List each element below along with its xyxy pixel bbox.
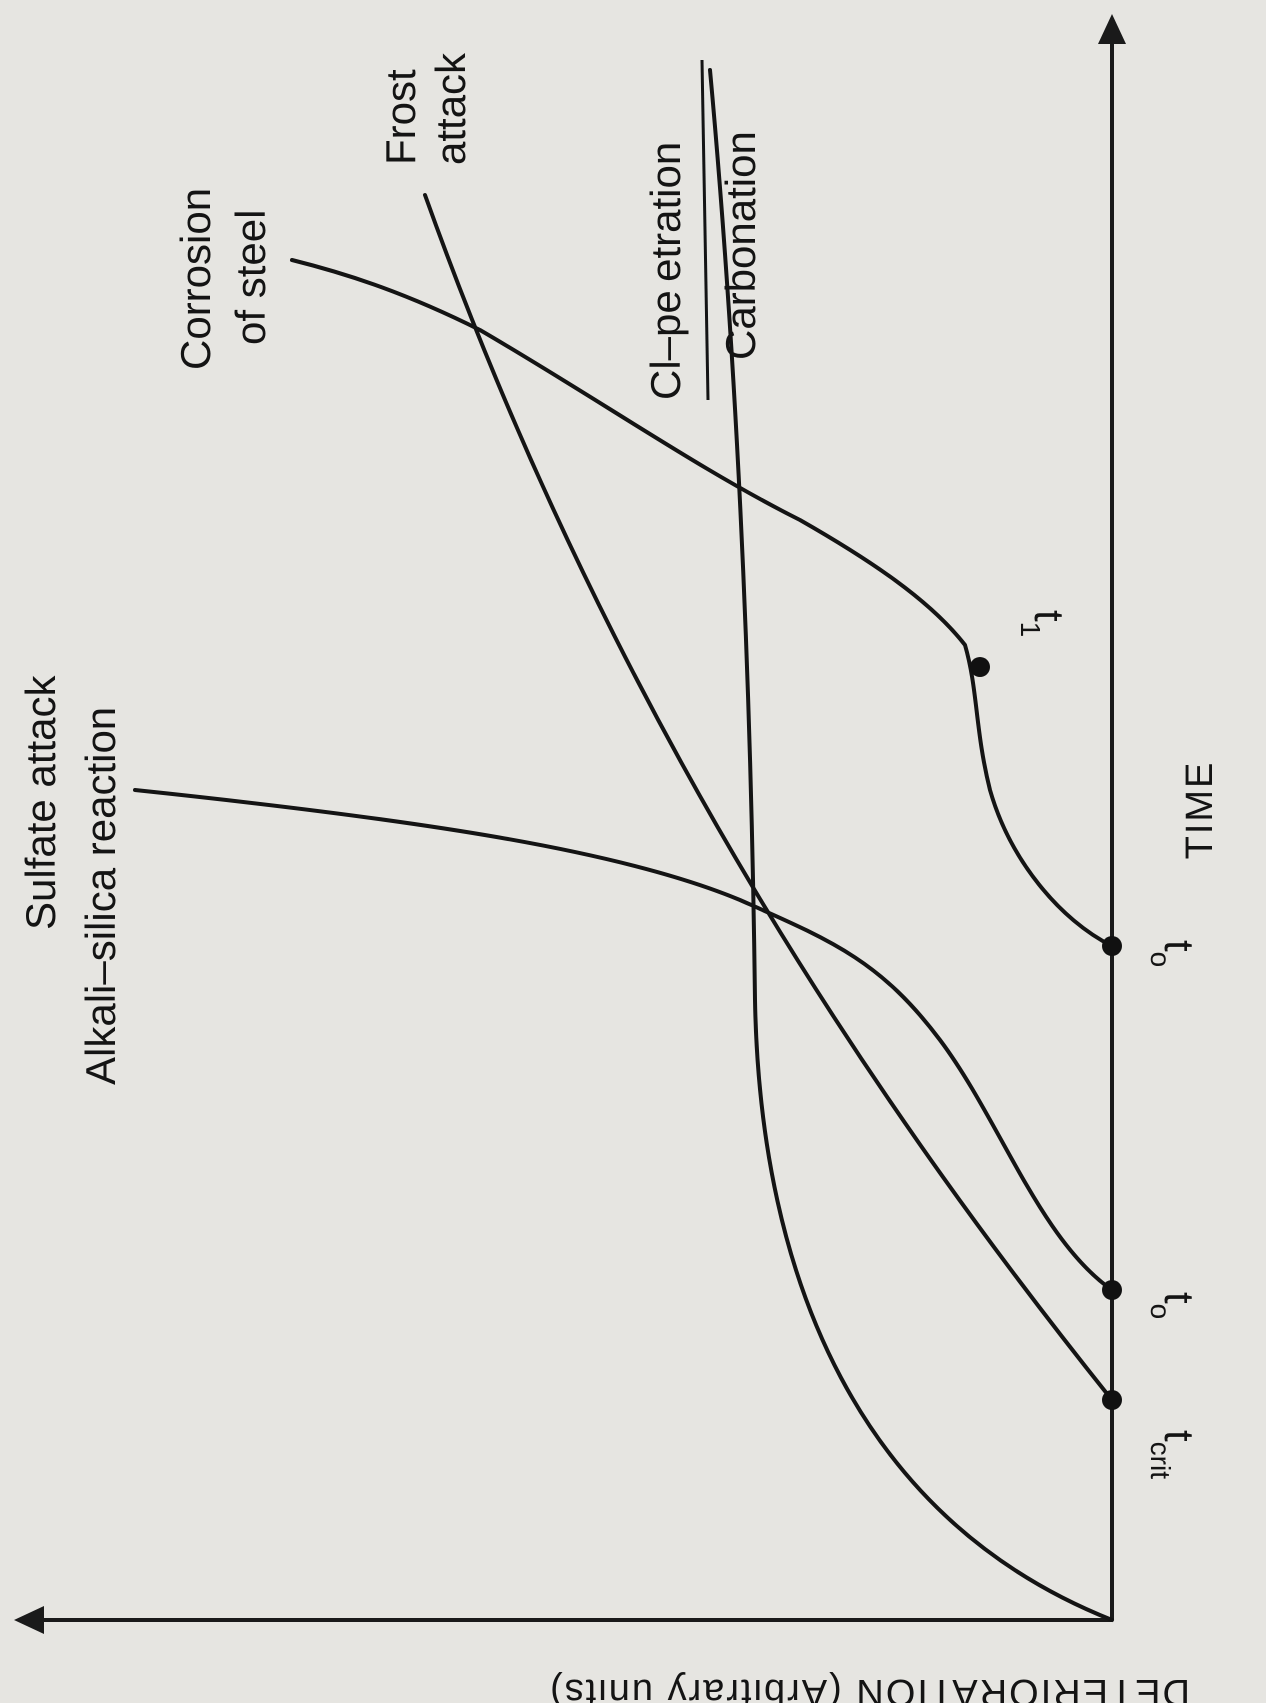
marker-label-t-o-second: to bbox=[1145, 940, 1203, 967]
label-frost-attack: Frost attack bbox=[377, 52, 474, 165]
label-alkali-line2: Alkali–silica reaction bbox=[77, 707, 124, 1085]
marker-label-t-crit-main: t bbox=[1156, 1430, 1203, 1442]
series-sulfate-alkali-silica-curve bbox=[133, 788, 1114, 1292]
marker-label-t-1-main: t bbox=[1026, 610, 1073, 622]
svg-text:to: to bbox=[1145, 940, 1203, 967]
deterioration-axis-arrowhead bbox=[14, 1606, 44, 1634]
marker-label-t-o-second-sub: o bbox=[1145, 952, 1176, 968]
cl-carbonation-divider bbox=[700, 59, 710, 401]
marker-label-t-1: t1 bbox=[1015, 610, 1073, 637]
marker-label-t-o-first-main: t bbox=[1156, 1292, 1203, 1304]
label-sulfate-line1: Sulfate attack bbox=[17, 675, 64, 930]
label-cl-line1: Cl–pe etration bbox=[642, 142, 689, 400]
y-axis-label-text: DETERIORATION (Arbitrary units) bbox=[548, 1671, 1190, 1703]
marker-label-t-crit: tcrit bbox=[1145, 1430, 1203, 1479]
svg-text:tcrit: tcrit bbox=[1145, 1430, 1203, 1479]
label-sulfate-alkali-silica: Sulfate attack Alkali–silica reaction bbox=[17, 675, 124, 1085]
y-axis-label: DETERIORATION (Arbitrary units) bbox=[548, 1671, 1190, 1703]
series-corrosion-of-steel-curve bbox=[290, 258, 1114, 948]
svg-text:to: to bbox=[1145, 1292, 1203, 1319]
label-corrosion-line2: of steel bbox=[227, 210, 274, 345]
series-cl-penetration-carbonation-curve bbox=[708, 68, 1114, 1622]
time-axis-arrowhead bbox=[1098, 14, 1126, 44]
marker-label-t-o-first: to bbox=[1145, 1292, 1203, 1319]
label-frost-line1: Frost bbox=[377, 69, 424, 165]
marker-t-crit bbox=[1102, 1390, 1122, 1410]
marker-label-t-1-sub: 1 bbox=[1015, 622, 1046, 638]
label-frost-line2: attack bbox=[427, 52, 474, 165]
label-corrosion-of-steel: Corrosion of steel bbox=[172, 188, 274, 370]
marker-t-o-second bbox=[1102, 936, 1122, 956]
marker-t-o-first bbox=[1102, 1280, 1122, 1300]
marker-label-t-crit-sub: crit bbox=[1145, 1442, 1176, 1480]
marker-t-1 bbox=[970, 657, 990, 677]
series-frost-attack-curve bbox=[423, 193, 1114, 1402]
x-axis-label-text: TIME bbox=[1179, 761, 1221, 860]
label-corrosion-line1: Corrosion bbox=[172, 188, 219, 370]
marker-label-t-o-first-sub: o bbox=[1145, 1304, 1176, 1320]
x-axis-label: TIME bbox=[1179, 761, 1221, 860]
svg-text:t1: t1 bbox=[1015, 610, 1073, 637]
label-cl-penetration-carbonation: Cl–pe etration Carbonation bbox=[642, 131, 764, 400]
marker-label-t-o-second-main: t bbox=[1156, 940, 1203, 952]
label-carbonation-line2: Carbonation bbox=[717, 131, 764, 360]
